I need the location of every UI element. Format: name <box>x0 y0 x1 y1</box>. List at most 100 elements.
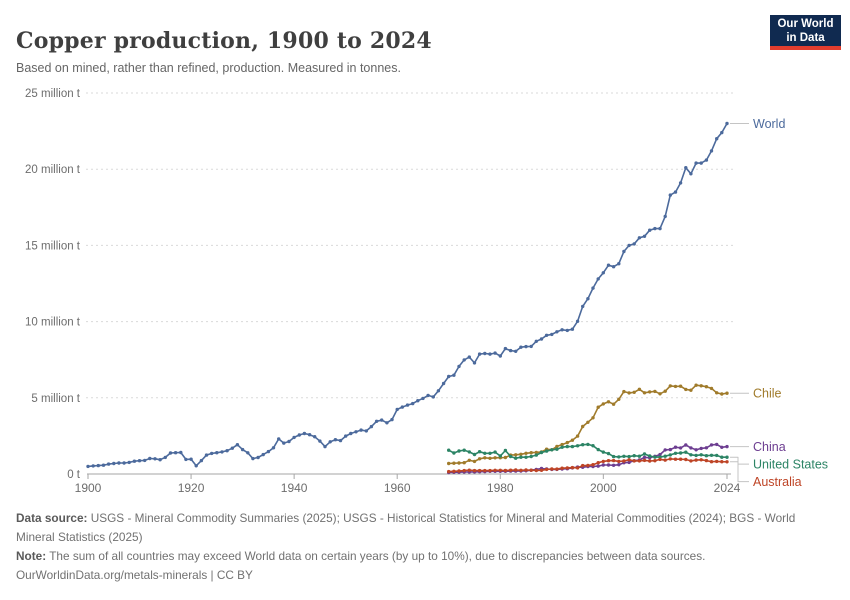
data-point[interactable] <box>529 344 533 349</box>
data-point[interactable] <box>596 464 600 468</box>
data-point[interactable] <box>663 458 667 462</box>
data-point[interactable] <box>472 452 477 457</box>
data-point[interactable] <box>642 452 647 456</box>
data-point[interactable] <box>627 458 631 462</box>
data-point[interactable] <box>581 463 585 468</box>
data-point[interactable] <box>668 457 672 461</box>
data-point[interactable] <box>86 464 90 469</box>
data-point[interactable] <box>101 463 106 467</box>
data-point[interactable] <box>596 447 600 452</box>
data-point[interactable] <box>637 459 642 463</box>
data-point[interactable] <box>462 461 466 465</box>
data-point[interactable] <box>637 454 642 458</box>
data-point[interactable] <box>720 130 724 135</box>
data-point[interactable] <box>462 448 466 452</box>
data-point[interactable] <box>627 391 631 395</box>
data-point[interactable] <box>627 460 631 465</box>
data-point[interactable] <box>715 391 719 395</box>
data-point[interactable] <box>648 459 652 463</box>
data-point[interactable] <box>632 390 636 394</box>
data-point[interactable] <box>596 405 600 409</box>
data-point[interactable] <box>622 249 626 254</box>
data-point[interactable] <box>251 456 255 461</box>
data-point[interactable] <box>694 458 698 462</box>
data-point[interactable] <box>653 455 657 459</box>
data-point[interactable] <box>148 456 152 461</box>
data-point[interactable] <box>709 460 714 464</box>
data-point[interactable] <box>508 468 513 472</box>
data-point[interactable] <box>524 468 528 472</box>
data-point[interactable] <box>642 234 647 238</box>
data-point[interactable] <box>519 455 523 459</box>
data-point[interactable] <box>477 450 482 454</box>
data-point[interactable] <box>447 448 451 452</box>
data-point[interactable] <box>699 161 703 165</box>
data-point[interactable] <box>684 443 688 447</box>
data-point[interactable] <box>632 242 636 246</box>
data-point[interactable] <box>493 450 497 454</box>
data-point[interactable] <box>575 466 580 470</box>
data-point[interactable] <box>575 434 580 438</box>
data-point[interactable] <box>601 402 605 406</box>
data-point[interactable] <box>689 446 693 450</box>
data-point[interactable] <box>617 455 621 459</box>
owid-logo[interactable]: Our World in Data <box>770 15 841 50</box>
data-point[interactable] <box>591 463 595 467</box>
data-point[interactable] <box>678 181 683 185</box>
data-point[interactable] <box>544 333 549 337</box>
data-point[interactable] <box>550 448 554 452</box>
data-point[interactable] <box>122 461 126 465</box>
data-point[interactable] <box>421 396 425 401</box>
data-point[interactable] <box>694 453 698 458</box>
data-point[interactable] <box>668 384 672 388</box>
data-point[interactable] <box>452 461 456 465</box>
data-point[interactable] <box>611 454 616 459</box>
data-point[interactable] <box>117 461 121 465</box>
data-point[interactable] <box>591 416 595 420</box>
data-point[interactable] <box>591 286 595 290</box>
data-point[interactable] <box>678 446 683 450</box>
data-point[interactable] <box>725 391 729 395</box>
data-point[interactable] <box>91 464 95 468</box>
data-point[interactable] <box>508 348 513 353</box>
data-point[interactable] <box>472 468 477 473</box>
data-point[interactable] <box>658 457 662 462</box>
data-point[interactable] <box>519 452 523 456</box>
data-point[interactable] <box>204 453 209 457</box>
data-point[interactable] <box>328 440 332 444</box>
data-point[interactable] <box>416 399 420 403</box>
data-point[interactable] <box>658 392 662 396</box>
data-point[interactable] <box>565 466 569 470</box>
data-point[interactable] <box>591 444 595 448</box>
series-line-world[interactable] <box>87 122 728 468</box>
data-point[interactable] <box>694 383 698 387</box>
data-point[interactable] <box>338 438 343 443</box>
data-point[interactable] <box>534 453 538 457</box>
data-point[interactable] <box>405 403 410 407</box>
data-point[interactable] <box>544 467 549 472</box>
data-point[interactable] <box>673 451 678 455</box>
data-point[interactable] <box>653 459 657 463</box>
data-point[interactable] <box>529 454 533 459</box>
data-point[interactable] <box>230 446 234 450</box>
data-point[interactable] <box>642 455 647 460</box>
data-point[interactable] <box>498 468 502 472</box>
data-point[interactable] <box>673 457 678 461</box>
data-point[interactable] <box>689 459 693 463</box>
data-point[interactable] <box>668 453 672 457</box>
data-point[interactable] <box>266 449 271 454</box>
data-point[interactable] <box>642 458 647 463</box>
data-point[interactable] <box>637 236 642 240</box>
data-point[interactable] <box>483 468 487 473</box>
data-point[interactable] <box>653 389 657 394</box>
data-point[interactable] <box>570 444 575 449</box>
data-point[interactable] <box>179 450 183 455</box>
data-point[interactable] <box>658 452 662 457</box>
data-point[interactable] <box>555 330 559 334</box>
data-point[interactable] <box>627 454 631 459</box>
data-point[interactable] <box>539 337 544 341</box>
data-point[interactable] <box>519 345 523 349</box>
data-point[interactable] <box>617 459 621 464</box>
data-point[interactable] <box>374 419 379 423</box>
data-point[interactable] <box>354 430 358 434</box>
